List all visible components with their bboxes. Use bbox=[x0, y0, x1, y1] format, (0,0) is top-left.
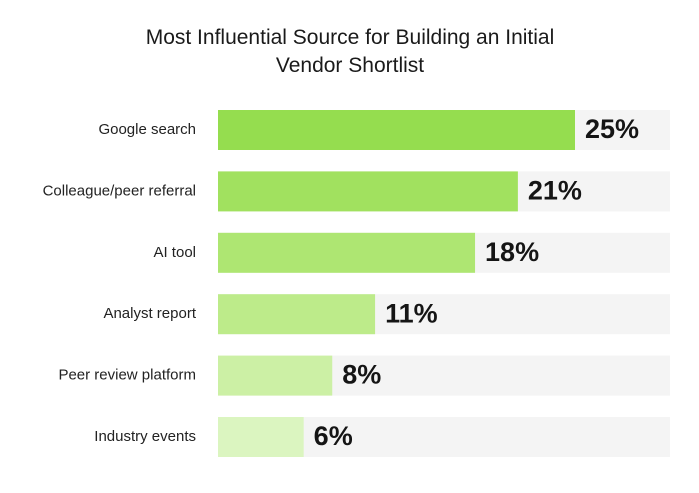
category-label: Colleague/peer referral bbox=[43, 182, 196, 199]
value-label: 11% bbox=[385, 298, 438, 328]
category-label: AI tool bbox=[153, 244, 196, 261]
value-label: 6% bbox=[314, 421, 353, 451]
bar bbox=[218, 294, 376, 335]
bar bbox=[218, 355, 333, 396]
category-label: Analyst report bbox=[103, 305, 196, 322]
bar bbox=[218, 110, 575, 150]
bar bbox=[218, 171, 518, 212]
bar bbox=[218, 232, 476, 273]
value-label: 18% bbox=[485, 237, 539, 267]
category-label: Google search bbox=[98, 121, 196, 138]
category-label: Peer review platform bbox=[58, 367, 196, 384]
bar bbox=[218, 417, 304, 457]
value-label: 25% bbox=[585, 114, 639, 144]
value-label: 8% bbox=[342, 360, 381, 390]
chart-title: Most Influential Source for Building an … bbox=[145, 26, 555, 77]
category-label: Industry events bbox=[94, 428, 196, 445]
value-label: 21% bbox=[528, 176, 582, 206]
